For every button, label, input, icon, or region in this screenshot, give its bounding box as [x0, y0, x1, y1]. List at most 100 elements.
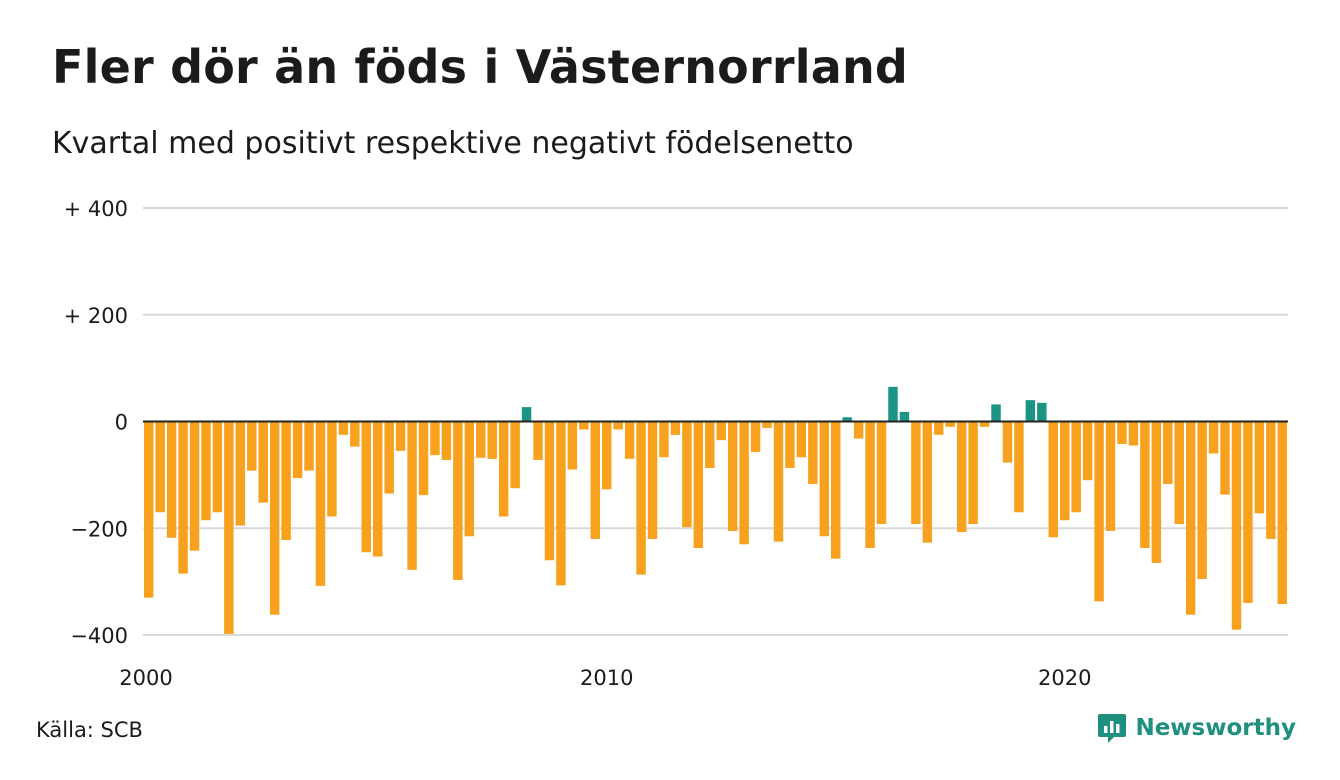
bar [648, 422, 657, 539]
bar [465, 422, 474, 537]
bar [1197, 422, 1206, 579]
bar [144, 422, 153, 598]
bar [1220, 422, 1229, 495]
x-tick-label: 2020 [1038, 666, 1091, 690]
bar [854, 422, 863, 439]
bar [476, 422, 485, 458]
bar [247, 422, 256, 471]
bar [831, 422, 840, 559]
bar [877, 422, 886, 524]
bar [1071, 422, 1080, 513]
bar [888, 387, 897, 422]
bar [201, 422, 210, 521]
bar [705, 422, 714, 468]
bar [556, 422, 565, 586]
bar [442, 422, 451, 460]
bar [1014, 422, 1023, 513]
y-tick-label: 0 [115, 411, 128, 435]
bar [327, 422, 336, 517]
bar-chart: + 400+ 2000−200−400200020102020 [0, 0, 1340, 780]
bar [178, 422, 187, 574]
bar [1266, 422, 1275, 539]
bar [373, 422, 382, 557]
bar [1243, 422, 1252, 603]
bar [1209, 422, 1218, 454]
bar [1117, 422, 1126, 444]
bar [1003, 422, 1012, 463]
bar [717, 422, 726, 441]
bar [224, 422, 233, 634]
y-tick-label: −400 [70, 624, 128, 648]
bar [488, 422, 497, 459]
bar [190, 422, 199, 551]
bar [671, 422, 680, 435]
bar [613, 422, 622, 430]
bar [694, 422, 703, 549]
bar [957, 422, 966, 532]
x-tick-label: 2000 [119, 666, 172, 690]
bar [1106, 422, 1115, 531]
bar [316, 422, 325, 586]
bar [1278, 422, 1287, 605]
bar [1037, 403, 1046, 422]
bar [808, 422, 817, 484]
bar [545, 422, 554, 561]
bar [568, 422, 577, 470]
bar [167, 422, 176, 538]
bar [968, 422, 977, 524]
bar [293, 422, 302, 479]
bar [602, 422, 611, 490]
bar [739, 422, 748, 545]
bar [510, 422, 519, 489]
bar [281, 422, 290, 540]
bar [155, 422, 164, 513]
bar [384, 422, 393, 494]
bar [362, 422, 371, 553]
bar [751, 422, 760, 452]
bar [1186, 422, 1195, 615]
bar [911, 422, 920, 524]
bar [1140, 422, 1149, 549]
bar [797, 422, 806, 458]
bar [1163, 422, 1172, 484]
bar [396, 422, 405, 451]
bar [625, 422, 634, 459]
bar [407, 422, 416, 570]
bar [453, 422, 462, 581]
bar [774, 422, 783, 542]
bar [659, 422, 668, 458]
bar [1175, 422, 1184, 524]
bar [923, 422, 932, 543]
bar [900, 412, 909, 422]
bar [636, 422, 645, 575]
bar [1094, 422, 1103, 602]
bar [1083, 422, 1092, 481]
bar [259, 422, 268, 503]
bar [430, 422, 439, 456]
bar [1026, 400, 1035, 421]
bar [820, 422, 829, 537]
bar [533, 422, 542, 460]
bar [1129, 422, 1138, 446]
y-tick-label: −200 [70, 517, 128, 541]
bar [304, 422, 313, 471]
bar [350, 422, 359, 447]
bar [1049, 422, 1058, 538]
bar [579, 422, 588, 430]
brand-logo[interactable]: Newsworthy [1097, 712, 1296, 744]
bar [1255, 422, 1264, 514]
x-tick-label: 2010 [580, 666, 633, 690]
bar [728, 422, 737, 531]
bar [213, 422, 222, 513]
bar [991, 404, 1000, 421]
bar [591, 422, 600, 539]
newsworthy-logo-icon [1097, 712, 1127, 744]
bar [682, 422, 691, 528]
bar [1232, 422, 1241, 630]
source-note: Källa: SCB [36, 718, 143, 742]
bar [1152, 422, 1161, 563]
bar [419, 422, 428, 496]
bar [865, 422, 874, 549]
bar [236, 422, 245, 526]
bar [785, 422, 794, 468]
